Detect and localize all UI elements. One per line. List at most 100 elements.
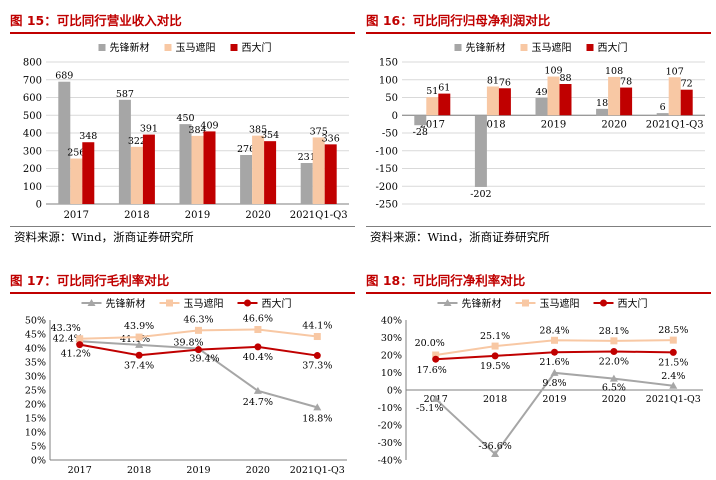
legend-swatch <box>520 44 528 51</box>
data-label: 28.4% <box>539 325 569 336</box>
data-label: 354 <box>261 130 279 141</box>
y-tick-label: 50% <box>25 316 46 327</box>
bar <box>426 97 439 116</box>
source-note: 资料来源：Wind，浙商证券研究所 <box>14 230 194 244</box>
data-label: 51 <box>426 86 438 97</box>
x-tick-label: 2019 <box>186 465 210 476</box>
bar <box>179 124 192 204</box>
y-tick-label: 300 <box>23 146 42 157</box>
x-tick-label: 2018 <box>480 119 505 130</box>
panel-net-margin: 图 18：可比同行净利率对比 先锋新材 玉马遮阳 西大门 -40% -30% -20% -1… <box>366 270 711 475</box>
bar <box>300 162 313 204</box>
data-label: 46.3% <box>183 314 213 325</box>
y-tick-label: 700 <box>23 75 42 86</box>
bar <box>203 131 216 204</box>
x-tick-label: 2021Q1-Q3 <box>646 394 701 405</box>
data-label: -5.1% <box>416 403 443 414</box>
y-tick-label: 40% <box>25 344 46 355</box>
legend-label: 先锋新材 <box>466 41 506 54</box>
data-point <box>135 351 143 359</box>
data-point <box>195 326 202 334</box>
y-tick-label: 600 <box>23 93 42 104</box>
y-tick-label: -30% <box>378 438 402 449</box>
y-tick-label: -250 <box>376 200 398 211</box>
y-tick-label: 100 <box>379 75 398 86</box>
y-tick-label: 25% <box>25 386 46 397</box>
data-label: 17.6% <box>417 365 447 376</box>
bar <box>486 86 499 116</box>
x-tick-label: 2018 <box>127 465 151 476</box>
data-label: 276 <box>237 144 255 155</box>
data-label: 28.1% <box>599 326 629 337</box>
y-tick-label: 500 <box>23 111 42 122</box>
y-tick-label: 30% <box>381 333 402 344</box>
bar <box>142 134 155 204</box>
data-point <box>254 326 262 334</box>
chart-title: 图 16：可比同行归母净利润对比 <box>366 13 551 28</box>
data-label: 42.4% <box>53 333 83 344</box>
legend-marker <box>600 299 607 307</box>
data-point <box>669 336 677 344</box>
y-tick-label: 30% <box>25 372 46 383</box>
data-label: 348 <box>79 131 97 142</box>
legend-label: 玉马遮阳 <box>532 41 572 54</box>
chart-title: 图 15：可比同行营业收入对比 <box>10 13 182 28</box>
data-point <box>551 336 558 344</box>
y-tick-label: 20% <box>25 400 46 411</box>
bar <box>252 135 265 204</box>
bar <box>130 146 143 204</box>
x-tick-label: 2018 <box>483 394 507 405</box>
data-label: 109 <box>544 66 562 77</box>
data-label: -202 <box>470 189 491 200</box>
y-tick-label: 10% <box>25 428 46 439</box>
y-tick-label: 100 <box>23 182 42 193</box>
data-label: 385 <box>249 125 267 136</box>
data-point <box>431 394 440 402</box>
x-tick-label: 2020 <box>245 210 270 221</box>
x-tick-label: 2018 <box>124 210 149 221</box>
data-label: 43.9% <box>124 321 154 332</box>
data-label: 37.4% <box>124 360 154 371</box>
bar <box>547 76 560 116</box>
data-label: 375 <box>310 126 328 137</box>
data-point <box>491 352 499 360</box>
data-label: 107 <box>666 66 684 77</box>
data-label: 391 <box>140 124 158 135</box>
bar <box>240 155 253 204</box>
data-point <box>550 368 559 376</box>
y-tick-label: 15% <box>25 414 46 425</box>
bar <box>608 76 621 116</box>
bar <box>656 113 669 116</box>
data-label: 9.8% <box>542 378 566 389</box>
data-label: 384 <box>188 125 206 136</box>
data-point <box>76 341 84 349</box>
data-label: 39.4% <box>189 354 219 365</box>
data-point <box>432 351 440 359</box>
bar <box>680 89 693 116</box>
y-tick-label: 0% <box>387 386 402 397</box>
data-point <box>491 450 500 458</box>
title-rule <box>366 292 711 294</box>
y-tick-label: 50 <box>385 93 398 104</box>
bar <box>414 115 427 126</box>
legend-label: 先锋新材 <box>106 297 146 310</box>
bar <box>620 87 633 116</box>
data-label: 322 <box>128 136 146 147</box>
x-tick-label: 2020 <box>601 119 626 130</box>
legend-swatch <box>454 44 462 51</box>
net-profit-bar-chart: 先锋新材 玉马遮阳 西大门 -250 -200 -150 -100 -50 0 50 100 150 2… <box>376 41 705 211</box>
y-tick-label: 40% <box>381 316 402 327</box>
legend-marker <box>87 299 96 306</box>
x-tick-label: 2020 <box>246 465 270 476</box>
legend-label: 玉马遮阳 <box>540 297 580 310</box>
bar <box>498 88 511 116</box>
bar <box>324 144 337 204</box>
y-tick-label: 200 <box>23 164 42 175</box>
legend-label: 玉马遮阳 <box>184 297 224 310</box>
data-point <box>432 355 440 363</box>
bar <box>535 97 548 116</box>
legend-label: 西大门 <box>242 41 272 54</box>
data-label: 2.4% <box>661 371 685 382</box>
data-label: 37.3% <box>302 361 332 372</box>
data-label: 40.4% <box>243 352 273 363</box>
